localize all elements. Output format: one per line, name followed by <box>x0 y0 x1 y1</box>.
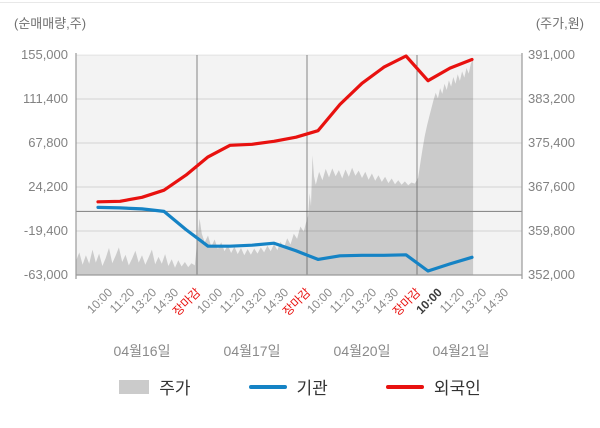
left-axis-tick-label: 111,400 <box>22 91 68 106</box>
right-axis-tick-label: 391,000 <box>528 47 575 62</box>
x-axis-date-label: 04월20일 <box>333 343 391 359</box>
left-axis-title: (순매매량,주) <box>14 16 87 31</box>
right-axis-tick-label: 375,400 <box>528 135 575 150</box>
x-axis-date-label: 04월21일 <box>432 343 490 359</box>
legend-item-institutions[interactable]: 기관 <box>248 374 328 399</box>
legend-label: 외국인 <box>433 379 481 398</box>
line-swatch-icon <box>248 384 287 389</box>
left-axis-tick-label: 67,800 <box>28 135 68 150</box>
line-swatch-icon <box>385 384 424 389</box>
institutions-line <box>96 205 474 273</box>
left-axis-tick-label: 155,000 <box>21 47 68 62</box>
legend-label: 주가 <box>159 379 191 398</box>
right-axis-tick-label: 352,000 <box>528 267 575 282</box>
left-axis-tick-label: -19,400 <box>23 223 68 238</box>
right-axis-tick-label: 359,800 <box>528 223 575 238</box>
top-divider <box>0 2 600 3</box>
right-axis-tick-label: 367,600 <box>528 179 575 194</box>
legend-item-price[interactable]: 주가 <box>119 374 191 399</box>
x-axis-date-label: 04월16일 <box>113 343 171 359</box>
legend-item-foreigners[interactable]: 외국인 <box>385 374 481 399</box>
price-area-series <box>76 59 474 275</box>
x-axis-date-label: 04월17일 <box>223 343 281 359</box>
left-axis-tick-label: -63,000 <box>23 267 68 282</box>
foreigners-line <box>96 54 474 204</box>
chart-legend: 주가 기관 외국인 <box>0 374 600 399</box>
area-swatch-icon <box>119 379 150 394</box>
legend-label: 기관 <box>296 379 328 398</box>
left-axis-tick-label: 24,200 <box>28 179 68 194</box>
right-axis-tick-label: 383,200 <box>528 91 575 106</box>
right-axis-title: (주가,원) <box>535 16 584 31</box>
